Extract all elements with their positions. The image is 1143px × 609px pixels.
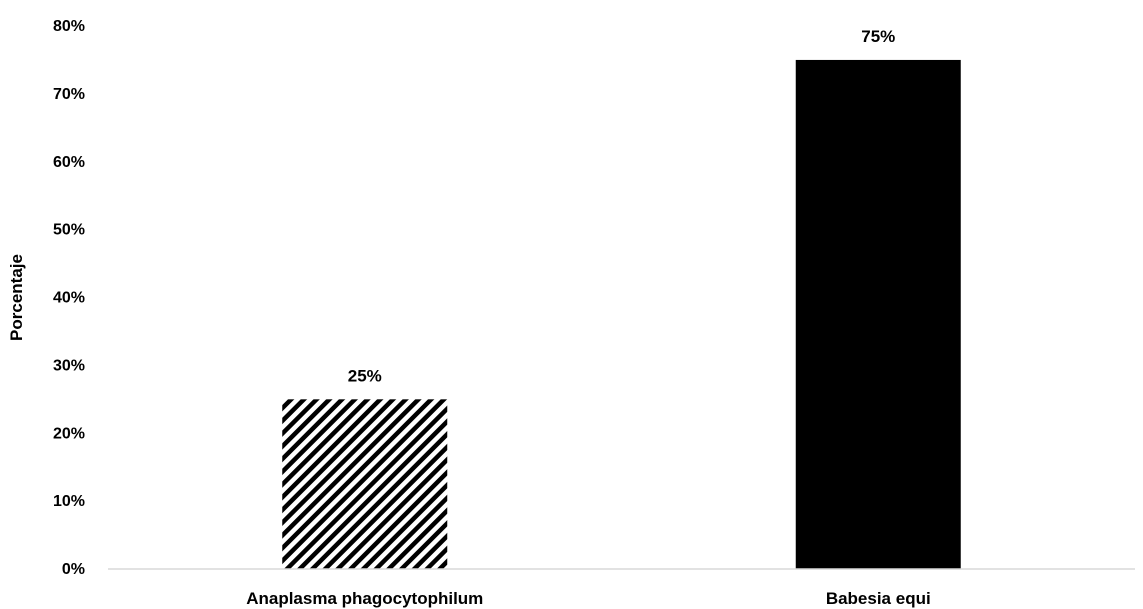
y-tick-label: 70% xyxy=(53,86,85,103)
data-labels: 25% 75% xyxy=(348,27,896,385)
y-tick-label: 30% xyxy=(53,357,85,374)
y-tick-label: 80% xyxy=(53,18,85,35)
y-tick-label: 10% xyxy=(53,493,85,510)
data-label: 25% xyxy=(348,366,382,385)
y-axis-title: Porcentaje xyxy=(7,254,26,341)
bar-babesia-equi xyxy=(795,59,961,569)
bar-anaplasma-phagocytophilum xyxy=(282,399,448,569)
category-label: Babesia equi xyxy=(826,589,931,608)
data-label: 75% xyxy=(861,27,895,46)
bars xyxy=(282,59,961,569)
y-tick-label: 60% xyxy=(53,154,85,171)
category-labels: Anaplasma phagocytophilum Babesia equi xyxy=(246,589,930,608)
y-axis-ticks: 0% 10% 20% 30% 40% 50% 60% 70% 80% xyxy=(53,18,85,578)
category-label: Anaplasma phagocytophilum xyxy=(246,589,483,608)
y-tick-label: 0% xyxy=(62,561,85,578)
y-tick-label: 40% xyxy=(53,290,85,307)
y-tick-label: 20% xyxy=(53,425,85,442)
y-tick-label: 50% xyxy=(53,222,85,239)
